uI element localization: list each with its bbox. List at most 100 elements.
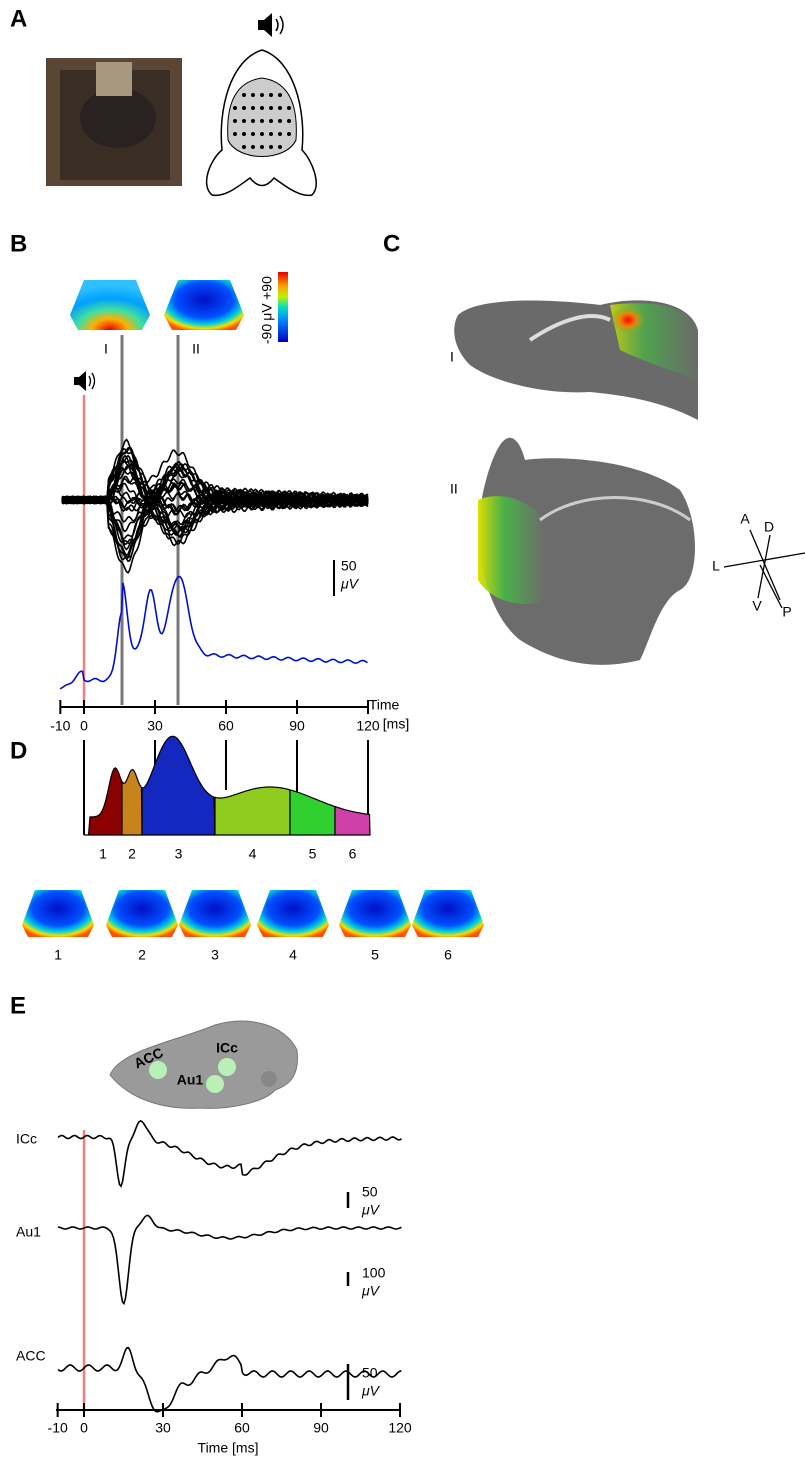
electrode — [269, 106, 273, 110]
segment-label: 3 — [175, 846, 183, 862]
panel-label: B — [10, 230, 27, 257]
x-tick-label: 120 — [356, 718, 380, 734]
section-label: I — [450, 349, 454, 365]
x-tick-label: 30 — [147, 718, 163, 734]
electrode — [251, 145, 255, 149]
direction-label: V — [752, 598, 762, 614]
brain-section — [478, 437, 695, 665]
x-tick-label: 120 — [388, 1420, 412, 1436]
orientation-axes — [723, 529, 805, 609]
segment-label: 4 — [249, 846, 257, 862]
trace — [57, 1346, 402, 1413]
panel-label: C — [383, 230, 400, 257]
direction-label: P — [782, 604, 791, 620]
x-axis-unit: [ms] — [383, 716, 409, 732]
trace — [57, 1214, 402, 1306]
colorbar-min: -90 — [259, 324, 275, 344]
scale-unit: μV — [361, 1202, 381, 1218]
region-label: Au1 — [177, 1072, 204, 1088]
electrode — [233, 106, 237, 110]
map-label: 2 — [138, 947, 146, 963]
electrode — [242, 145, 246, 149]
electrode — [233, 132, 237, 136]
map-label: 6 — [444, 947, 452, 963]
trace — [61, 463, 369, 512]
scale-value: 100 — [362, 1265, 386, 1281]
topo-map — [164, 280, 244, 330]
x-tick-label: -10 — [48, 1420, 68, 1436]
region-label: ICc — [216, 1040, 238, 1056]
electrode — [260, 106, 264, 110]
segment — [334, 805, 371, 836]
region-marker — [149, 1061, 167, 1079]
map-label: 5 — [371, 947, 379, 963]
electrode — [269, 93, 273, 97]
electrode — [260, 132, 264, 136]
panel-label: D — [10, 737, 27, 764]
scale-unit: μV — [361, 1383, 381, 1399]
electrode — [278, 119, 282, 123]
trace — [57, 1120, 402, 1188]
region-marker — [218, 1058, 236, 1076]
topo-map — [257, 890, 329, 937]
topo-map — [22, 890, 94, 937]
electrode — [251, 132, 255, 136]
electrode-grid — [233, 93, 291, 149]
electrode — [278, 132, 282, 136]
electrode — [278, 93, 282, 97]
trace-label: Au1 — [16, 1224, 41, 1240]
electrode — [233, 119, 237, 123]
scale-value: 50 — [362, 1184, 378, 1200]
scale-value: 50 — [341, 558, 357, 574]
x-axis-title: Time — [369, 697, 400, 713]
panel-label: A — [10, 5, 27, 32]
x-tick-label: -10 — [50, 718, 70, 734]
cortex-outline — [227, 77, 297, 157]
segment — [214, 786, 291, 836]
trace-label: ICc — [16, 1131, 37, 1147]
electrode — [269, 132, 273, 136]
segment — [289, 789, 336, 836]
map-label: 1 — [54, 947, 62, 963]
topo-map — [339, 890, 411, 937]
segment-label: 6 — [349, 846, 357, 862]
topo-map — [106, 890, 178, 937]
sound-waves — [88, 372, 96, 390]
colorbar — [278, 272, 288, 342]
topo-map — [179, 890, 251, 937]
electrode-traces — [61, 438, 369, 574]
scale-unit: μV — [340, 576, 360, 592]
scale-unit: μV — [361, 1283, 381, 1299]
electrode — [242, 93, 246, 97]
electrode — [287, 106, 291, 110]
trace — [61, 462, 369, 574]
segment-label: 2 — [128, 846, 136, 862]
brain-structure — [528, 314, 611, 342]
speaker-icon — [74, 371, 86, 391]
map-label: I — [104, 341, 108, 357]
electrode — [260, 145, 264, 149]
x-tick-label: 90 — [289, 718, 305, 734]
trace — [61, 485, 369, 519]
x-tick-label: 0 — [80, 1420, 88, 1436]
electrode — [260, 119, 264, 123]
electrode — [251, 119, 255, 123]
trace-label: ACC — [16, 1348, 46, 1364]
sound-waves — [275, 15, 284, 35]
electrode — [278, 106, 282, 110]
x-tick-label: 0 — [80, 718, 88, 734]
segment-label: 5 — [309, 846, 317, 862]
mean-trace — [59, 575, 368, 690]
electrode — [269, 145, 273, 149]
electrode — [278, 145, 282, 149]
electrode — [242, 106, 246, 110]
segment — [121, 768, 143, 836]
electrode — [269, 119, 273, 123]
electrode — [251, 93, 255, 97]
electrode — [260, 93, 264, 97]
electrode — [242, 119, 246, 123]
brain-structure — [539, 496, 691, 522]
mouse-photo-head — [80, 88, 156, 148]
section-label: II — [450, 481, 458, 497]
